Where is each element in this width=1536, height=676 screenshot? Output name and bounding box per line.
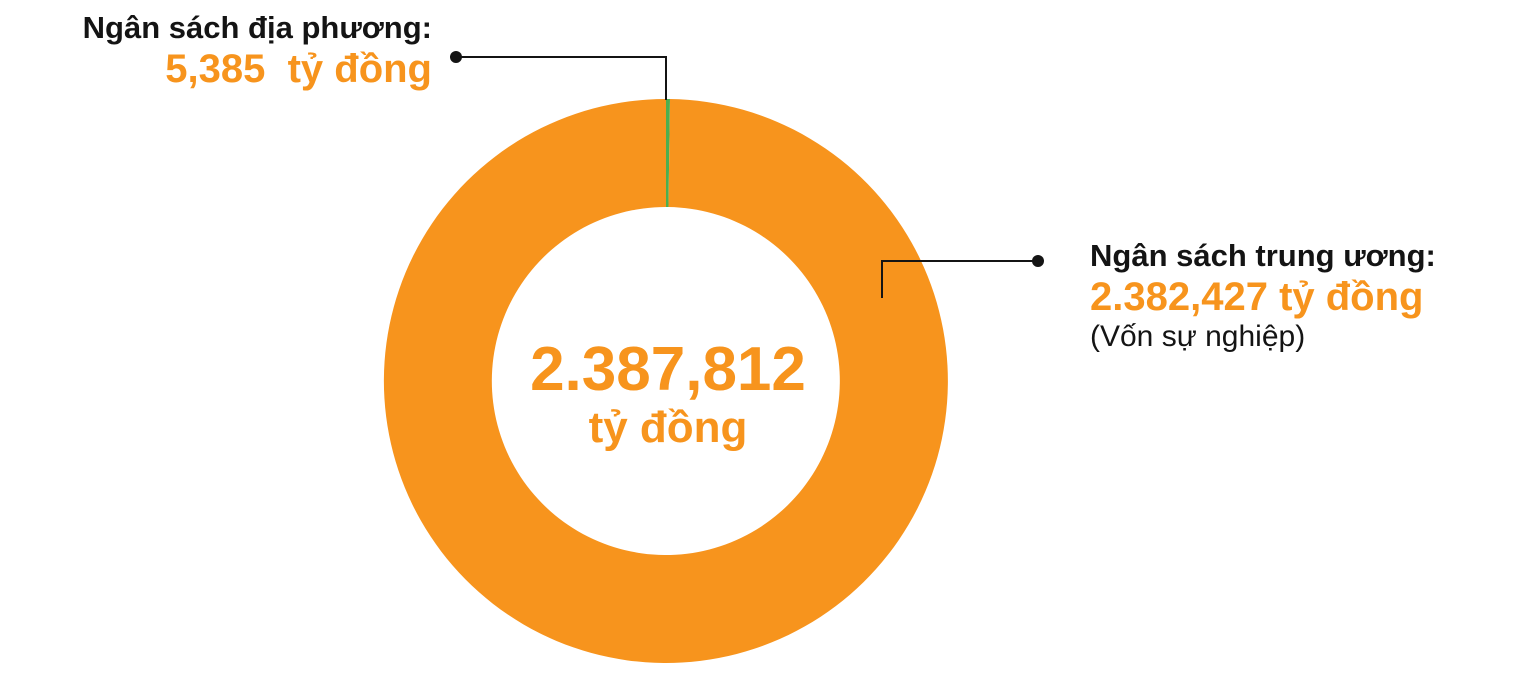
local-budget-label: Ngân sách địa phương: 5,385 tỷ đồng <box>83 10 432 92</box>
central-budget-note: (Vốn sự nghiệp) <box>1090 319 1306 353</box>
central-leader-line <box>881 260 1036 298</box>
central-budget-value: 2.382,427 tỷ đồng <box>1090 274 1424 319</box>
central-budget-label: Ngân sách trung ương: 2.382,427 tỷ đồng … <box>1090 238 1436 354</box>
central-leader-dot <box>1032 255 1044 267</box>
donut-center-total: 2.387,812 tỷ đồng <box>468 335 868 453</box>
slice-local-budget <box>666 99 670 208</box>
donut-slices <box>383 98 948 663</box>
local-leader-line <box>458 56 667 100</box>
central-budget-title: Ngân sách trung ương: <box>1090 238 1436 273</box>
local-budget-title: Ngân sách địa phương: <box>82 10 432 45</box>
total-unit: tỷ đồng <box>588 403 748 453</box>
total-value: 2.387,812 <box>530 335 806 404</box>
slice-central-budget <box>383 98 948 663</box>
local-leader-dot <box>450 51 462 63</box>
local-budget-value: 5,385 tỷ đồng <box>165 46 432 91</box>
